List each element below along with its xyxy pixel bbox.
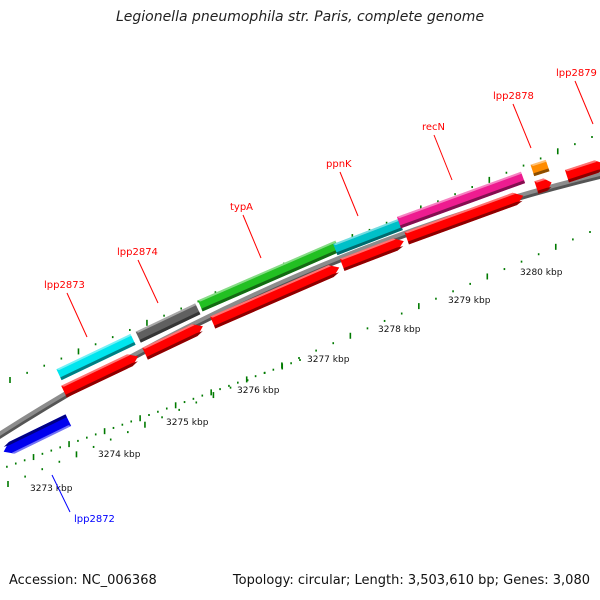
leader-line-typA [242, 214, 262, 259]
cds-arrow-shade [407, 200, 523, 245]
gene-label-lpp2878: lpp2878 [493, 91, 534, 102]
cog-bar-recN-highlight [396, 171, 524, 219]
gene-label-recN: recN [422, 122, 445, 133]
cds-arrow-body [404, 192, 524, 245]
scale-label: 3277 kbp [307, 355, 350, 365]
labels: 3273 kbp 3274 kbp 3275 kbp 3276 kbp 3277 kbp… [30, 68, 597, 525]
cds-arrow-body [142, 324, 203, 360]
cog-bar-lpp2873 [56, 333, 136, 381]
cds-arrow [142, 324, 203, 360]
gene-label-lpp2873: lpp2873 [44, 280, 85, 291]
cds-arrow-highlight [534, 178, 547, 183]
leader-line-lpp2873 [66, 292, 88, 338]
cds-arrow-highlight [61, 354, 130, 387]
cds-arrow-body [339, 238, 404, 271]
scale-label: 3273 kbp [30, 484, 73, 494]
gene-label-lpp2874: lpp2874 [117, 247, 158, 258]
scale-label: 3275 kbp [166, 418, 209, 428]
cds-arrow-shade [214, 272, 339, 329]
genome-summary: Topology: circular; Length: 3,503,610 bp… [232, 573, 590, 588]
genes [3, 159, 600, 454]
cds-arrow-highlight [142, 324, 195, 349]
leader-line-ppnK [339, 171, 359, 217]
cds-arrow-shade [568, 168, 600, 183]
cog-bar-ppnK-body [333, 218, 403, 256]
cds-arrow-body [210, 265, 340, 329]
cog-bar-lpp2874-shade [139, 311, 201, 343]
gene-label-typA: typA [230, 202, 253, 213]
cds-arrow [210, 265, 340, 329]
leader-line-lpp2872 [51, 474, 71, 513]
scale-label: 3278 kbp [378, 325, 421, 335]
cds-arrow [404, 192, 524, 245]
backbone-line [0, 171, 600, 436]
cds-arrow-body [61, 354, 139, 398]
cog-bar-lpp2873-shade [60, 342, 136, 381]
cds-arrow [339, 238, 404, 271]
page-title: Legionella pneumophila str. Paris, compl… [115, 9, 485, 25]
cog-bar-ppnK [333, 218, 403, 256]
cds-arrow-highlight [210, 265, 332, 318]
cds-arrow-reverse-body [3, 414, 72, 454]
cds-arrow-highlight [564, 160, 597, 172]
cog-bar-lpp2874-highlight [135, 303, 198, 333]
cog-bar-lpp2874-body [135, 303, 201, 343]
cds-arrow-reverse-highlight [11, 425, 72, 454]
gene-label-lpp2879: lpp2879 [556, 68, 597, 79]
leader-line-recN [433, 134, 453, 181]
cog-bar-lpp2878-highlight [530, 159, 549, 167]
leader-line-lpp2879 [574, 80, 594, 125]
cog-bar-recN [396, 171, 526, 229]
cog-bar-typA-highlight [197, 240, 339, 302]
cds-arrow-shade [343, 246, 404, 271]
cds-arrow [534, 178, 552, 194]
cog-bar-ppnK-shade [336, 227, 403, 256]
cog-bar-lpp2878 [530, 159, 550, 177]
scale-label: 3276 kbp [237, 386, 280, 396]
backbone-shadow [0, 172, 600, 440]
cds-arrow [564, 160, 600, 183]
cog-bar-lpp2873-body [56, 333, 136, 381]
cog-bar-recN-body [396, 171, 526, 229]
cog-bar-lpp2873-highlight [56, 333, 134, 371]
gene-label-ppnK: ppnK [326, 159, 352, 170]
scale-label: 3280 kbp [520, 268, 563, 278]
gene-label-lpp2872: lpp2872 [74, 514, 115, 525]
cog-bar-typA-body [197, 240, 341, 312]
cog-bar-recN-shade [400, 180, 526, 229]
cog-bar-typA-shade [201, 248, 341, 312]
cog-bar-lpp2878-shade [533, 168, 550, 177]
cog-bar-typA [197, 240, 341, 312]
cds-arrow-shade [65, 361, 138, 398]
cog-bar-lpp2874 [135, 303, 201, 343]
cog-bar-ppnK-highlight [333, 218, 402, 246]
scale-label: 3274 kbp [98, 450, 141, 460]
cds-arrow-shade [146, 331, 203, 360]
cds-arrow-body [564, 160, 600, 183]
accession-text: Accession: NC_006368 [9, 573, 157, 588]
cds-arrow-reverse [3, 414, 72, 454]
cds-arrow [61, 354, 139, 398]
backbone [0, 171, 600, 440]
leader-line-lpp2878 [512, 103, 532, 149]
cds-arrow-highlight [404, 192, 516, 234]
cds-arrow-highlight [339, 238, 396, 260]
tick-marks [6, 136, 593, 487]
cds-arrow-shade [537, 186, 552, 194]
scale-label: 3279 kbp [448, 296, 491, 306]
leader-line-lpp2874 [137, 259, 159, 304]
cds-arrow-reverse-shade [3, 414, 67, 447]
